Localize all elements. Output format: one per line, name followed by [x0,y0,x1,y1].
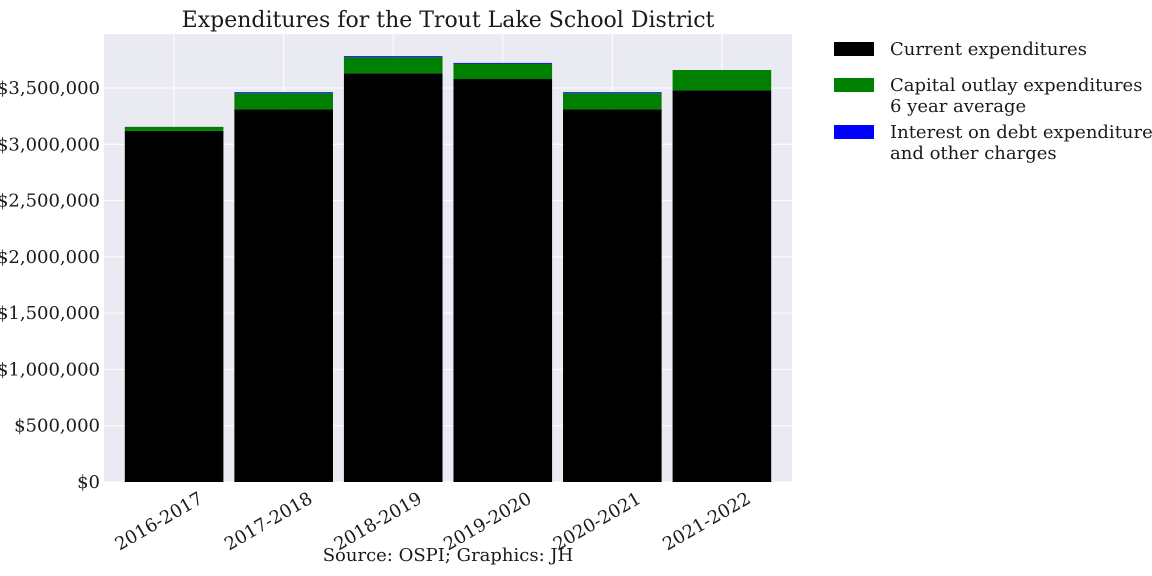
bar-2017-2018-series-1 [234,93,333,110]
y-tick-label-7: $3,500,000 [0,78,100,99]
bar-2016-2017-series-0 [124,130,224,482]
y-tick-label-0: $0 [77,472,100,493]
bars [124,56,772,483]
legend-swatch-2 [834,125,874,139]
legend: Current expenditures Capital outlay expen… [834,39,1152,164]
y-tick-label-3: $1,500,000 [0,303,100,324]
legend-swatch-0 [834,42,874,56]
chart-title: Expenditures for the Trout Lake School D… [182,8,715,33]
legend-label-2: Interest on debt expenditures and other c… [890,122,1152,164]
y-tick-label-6: $3,000,000 [0,134,100,155]
bar-2019-2020-series-2 [453,62,553,64]
bar-2018-2019-series-1 [343,57,443,74]
x-tick-label-5: 2021-2022 [659,488,754,555]
x-axis-caption: Source: OSPI; Graphics: JH [323,545,574,566]
legend-swatch-1 [834,78,874,92]
legend-label-1: Capital outlay expenditures 6 year averag… [890,75,1142,117]
bar-2019-2020-series-1 [453,63,553,80]
bar-2020-2021-series-0 [563,109,662,482]
bar-2016-2017-series-1 [124,126,224,131]
y-tick-label-1: $500,000 [14,416,100,437]
bar-2017-2018-series-0 [234,109,333,482]
bar-2017-2018-series-2 [234,92,333,94]
legend-label-0: Current expenditures [890,39,1087,60]
bar-2020-2021-series-2 [563,92,662,94]
bar-2018-2019-series-2 [343,56,443,58]
bar-2018-2019-series-0 [343,73,443,483]
bar-2021-2022-series-1 [672,70,772,91]
bar-2019-2020-series-0 [453,79,553,483]
y-axis-ticks: $0 $500,000 $1,000,000 $1,500,000 $2,000,000… [0,78,100,493]
x-tick-label-0: 2016-2017 [112,488,207,555]
bar-2020-2021-series-1 [563,93,662,110]
y-tick-label-5: $2,500,000 [0,191,100,212]
y-tick-label-4: $2,000,000 [0,247,100,268]
x-tick-label-1: 2017-2018 [221,488,316,555]
y-tick-label-2: $1,000,000 [0,359,100,380]
bar-2021-2022-series-0 [672,90,772,483]
